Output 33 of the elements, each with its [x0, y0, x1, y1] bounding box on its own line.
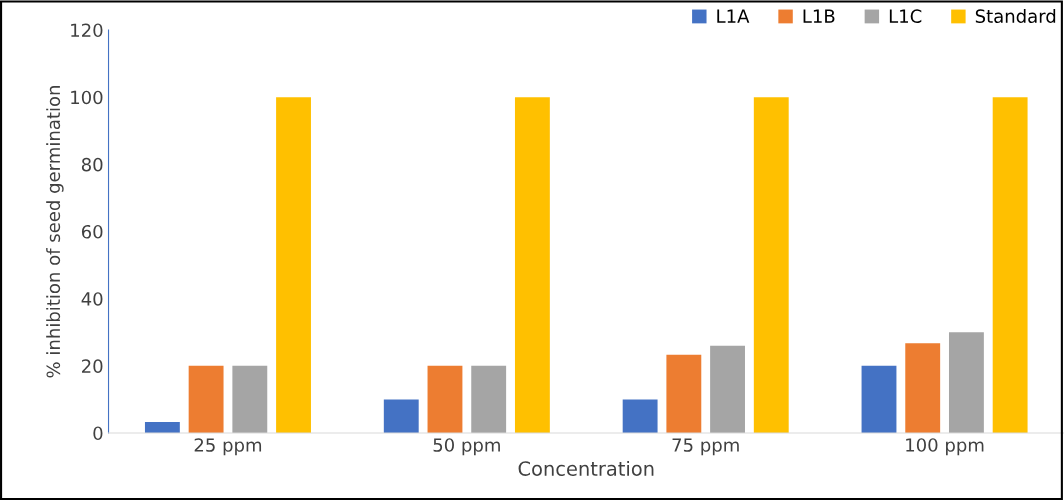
- bar: [666, 354, 702, 433]
- y-tick-label: 40: [81, 292, 103, 306]
- x-tick-label: 25 ppm: [194, 438, 262, 456]
- y-axis-title: % inhibition of seed germination: [46, 86, 64, 378]
- y-tick-label: 0: [93, 426, 103, 441]
- y-tick-label: 20: [82, 359, 103, 373]
- legend-label: L1A: [717, 9, 750, 23]
- bar: [144, 421, 180, 433]
- bar: [905, 343, 941, 433]
- bar: [514, 97, 550, 433]
- bar: [471, 365, 507, 433]
- legend-label: L1C: [889, 9, 922, 23]
- x-axis-title: Concentration: [518, 460, 654, 476]
- y-tick-label: 80: [81, 157, 103, 172]
- y-tick-label: 60: [81, 224, 103, 239]
- x-tick-label: 50 ppm: [433, 438, 500, 456]
- y-tick-label: 120: [71, 23, 103, 38]
- bar: [188, 365, 224, 433]
- bar: [276, 97, 311, 433]
- bar: [753, 97, 789, 433]
- y-tick-label: 100: [71, 90, 103, 105]
- legend-label: Standard: [975, 9, 1056, 23]
- x-tick-label: 75 ppm: [672, 438, 739, 456]
- bar: [232, 365, 268, 433]
- bar: [622, 399, 658, 433]
- bar: [427, 365, 463, 433]
- legend-label: L1B: [803, 9, 835, 23]
- bar: [383, 399, 419, 433]
- x-tick-label: 100 ppm: [906, 438, 984, 456]
- bar: [992, 97, 1028, 433]
- bar: [710, 345, 745, 433]
- bar: [948, 332, 984, 433]
- bar: [861, 365, 897, 433]
